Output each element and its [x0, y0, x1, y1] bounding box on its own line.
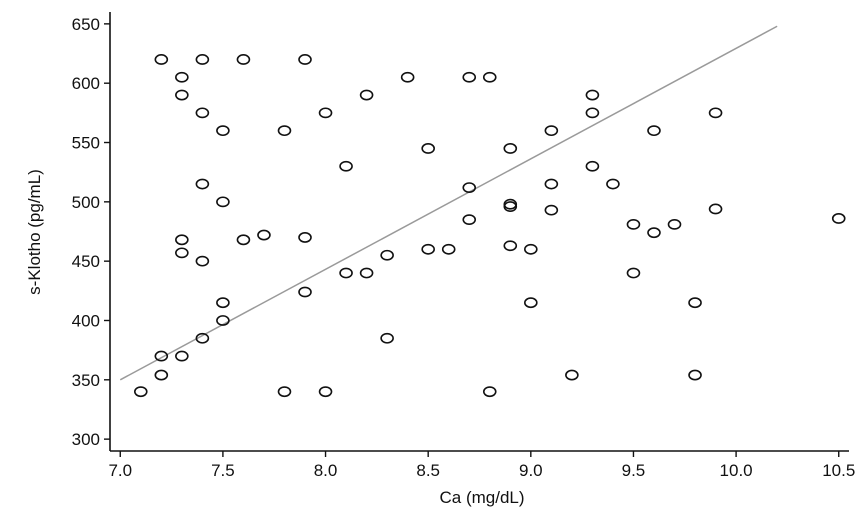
data-point — [421, 243, 435, 255]
data-point — [195, 54, 210, 65]
data-point — [175, 234, 189, 246]
data-point — [216, 315, 230, 326]
y-tick-label: 550 — [72, 134, 100, 153]
y-axis-label: s-Klotho (pg/mL) — [25, 169, 44, 295]
data-point — [606, 178, 620, 190]
data-point — [195, 178, 210, 190]
data-point — [175, 71, 189, 83]
data-point — [359, 267, 374, 279]
data-point — [339, 267, 353, 279]
data-point — [133, 386, 148, 398]
data-point — [647, 125, 661, 137]
data-point — [688, 297, 702, 309]
data-point — [359, 89, 374, 101]
data-point — [277, 125, 292, 137]
data-point — [257, 229, 271, 241]
y-axis-ticks: 300 350 400 450 500 550 600 650 — [72, 15, 110, 449]
data-point — [708, 107, 723, 119]
y-tick-label: 600 — [72, 74, 100, 93]
data-point — [400, 71, 415, 83]
data-point — [318, 107, 333, 119]
data-point — [298, 54, 312, 65]
data-point — [154, 54, 169, 65]
data-point — [298, 286, 312, 298]
data-point — [482, 71, 497, 83]
data-point — [216, 196, 230, 208]
data-point — [277, 386, 292, 398]
x-tick-label: 9.5 — [622, 461, 646, 480]
data-point — [524, 243, 538, 255]
data-point — [503, 201, 518, 212]
data-point — [175, 89, 189, 101]
data-point — [688, 369, 702, 381]
x-tick-label: 8.5 — [416, 461, 440, 480]
data-point — [441, 243, 456, 255]
data-point — [175, 247, 189, 259]
data-point — [195, 332, 210, 344]
data-point — [647, 227, 661, 239]
data-point — [195, 107, 210, 119]
data-point — [831, 213, 846, 224]
data-point — [626, 267, 641, 279]
y-tick-label: 300 — [72, 430, 100, 449]
data-point — [708, 203, 723, 215]
x-axis-label: Ca (mg/dL) — [439, 488, 524, 507]
data-point — [503, 240, 518, 252]
data-point — [524, 297, 538, 309]
data-point — [544, 178, 559, 190]
data-point — [216, 297, 230, 309]
x-tick-label: 7.5 — [211, 461, 235, 480]
data-point — [421, 143, 435, 154]
data-point — [626, 218, 641, 230]
y-tick-label: 450 — [72, 252, 100, 271]
y-tick-label: 350 — [72, 371, 100, 390]
y-tick-label: 650 — [72, 15, 100, 34]
plot-area — [109, 12, 849, 452]
x-tick-label: 9.0 — [519, 461, 543, 480]
x-tick-label: 8.0 — [314, 461, 338, 480]
data-point — [298, 232, 312, 243]
data-point — [236, 234, 251, 246]
data-point — [667, 218, 682, 230]
data-point — [380, 332, 394, 344]
x-tick-label: 10.5 — [822, 461, 855, 480]
y-tick-label: 400 — [72, 311, 100, 330]
data-point — [339, 160, 353, 172]
data-point — [585, 160, 600, 172]
data-point — [236, 54, 251, 65]
data-point — [154, 369, 169, 381]
x-tick-label: 10.0 — [720, 461, 753, 480]
data-point — [380, 249, 394, 261]
x-tick-label: 7.0 — [108, 461, 132, 480]
data-point — [503, 143, 518, 154]
data-points — [133, 54, 846, 398]
data-point — [462, 71, 477, 83]
y-tick-label: 500 — [72, 193, 100, 212]
data-point — [585, 89, 600, 101]
data-point — [585, 107, 600, 119]
data-point — [462, 214, 477, 226]
x-axis-ticks: 7.0 7.5 8.0 8.5 9.0 9.5 10.0 10.5 — [108, 451, 855, 480]
data-point — [216, 125, 230, 137]
data-point — [318, 386, 333, 398]
data-point — [154, 350, 169, 362]
data-point — [175, 350, 189, 362]
regression-line — [119, 25, 778, 381]
data-point — [462, 182, 477, 193]
data-point — [544, 125, 559, 137]
data-point — [565, 369, 579, 381]
data-point — [195, 255, 210, 267]
data-point — [544, 204, 559, 216]
data-point — [482, 386, 497, 398]
